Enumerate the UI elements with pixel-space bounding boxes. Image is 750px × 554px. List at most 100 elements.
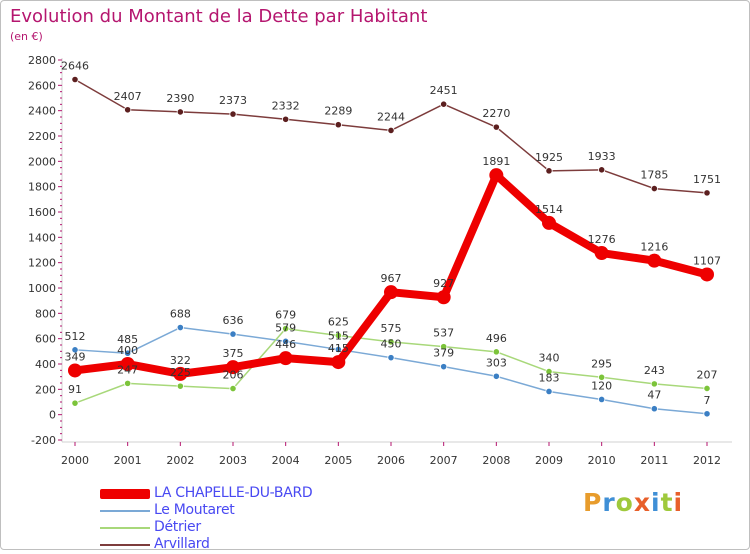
y-tick-label: 600	[35, 333, 56, 346]
data-label: 349	[65, 350, 86, 363]
data-point	[387, 338, 395, 346]
data-point	[124, 349, 132, 357]
data-point	[440, 100, 448, 108]
data-label: 2390	[166, 92, 194, 105]
data-label: 322	[170, 354, 191, 367]
data-point	[650, 405, 658, 413]
data-point	[598, 166, 606, 174]
data-point	[282, 115, 290, 123]
logo-letter: i	[651, 488, 661, 517]
data-label: 927	[433, 277, 454, 290]
data-label: 2270	[482, 107, 510, 120]
legend-swatch	[100, 544, 150, 546]
data-point	[229, 110, 237, 118]
data-point	[545, 367, 553, 376]
logo-letter: P	[583, 488, 603, 517]
data-label: 206	[223, 369, 244, 382]
y-tick-label: 0	[49, 409, 56, 422]
data-point	[176, 323, 184, 332]
data-point	[71, 75, 79, 84]
data-label: 375	[223, 347, 244, 360]
logo-letter: t	[660, 488, 674, 517]
data-label: 2407	[114, 90, 142, 103]
data-label: 295	[591, 357, 612, 370]
data-point	[334, 121, 342, 129]
chart-legend: LA CHAPELLE-DU-BARD Le Moutaret Détrier Arv…	[100, 485, 400, 554]
y-tick-label: 1800	[28, 181, 56, 194]
data-label: 379	[433, 347, 454, 360]
y-tick-label: 2000	[28, 155, 56, 168]
x-tick-label: 2006	[377, 454, 405, 467]
legend-swatch	[100, 510, 150, 512]
y-tick-label: 1400	[28, 231, 56, 244]
data-point	[598, 373, 606, 381]
data-label: 400	[117, 344, 138, 357]
data-point	[176, 382, 184, 390]
data-label: 1276	[588, 233, 616, 246]
data-point	[124, 379, 132, 387]
chart-title: Evolution du Montant de la Dette par Hab…	[10, 6, 427, 27]
data-point	[703, 384, 711, 393]
y-tick-label: 400	[35, 358, 56, 371]
data-label: 688	[170, 308, 191, 321]
data-point	[68, 363, 82, 378]
chart-data-labels: 512 485 688 636 579 515 450 379 303 183 120 47 7 91 24…	[61, 60, 721, 407]
data-point	[545, 167, 553, 175]
data-label: 120	[591, 379, 612, 392]
data-point	[436, 290, 451, 305]
data-label: 679	[275, 309, 296, 322]
data-point	[542, 215, 556, 230]
data-point	[71, 346, 79, 354]
x-tick-label: 2000	[61, 454, 89, 467]
data-point	[598, 395, 606, 404]
x-tick-label: 2001	[114, 454, 142, 467]
data-point	[226, 360, 240, 375]
data-label: 2451	[430, 84, 458, 97]
x-tick-label: 2011	[640, 454, 668, 467]
data-point	[440, 363, 448, 371]
data-label: 485	[117, 333, 138, 346]
data-point	[334, 331, 342, 340]
data-point	[489, 168, 504, 183]
data-label: 1925	[535, 151, 563, 164]
data-label: 207	[697, 368, 718, 381]
x-tick-label: 2003	[219, 454, 247, 467]
legend-label: Détrier	[154, 519, 201, 535]
data-label: 243	[644, 364, 665, 377]
data-point	[492, 372, 500, 380]
x-tick-label: 2002	[166, 454, 194, 467]
series-d-trier	[71, 325, 711, 407]
data-label: 47	[647, 389, 661, 402]
data-label: 340	[539, 352, 560, 365]
y-tick-label: 200	[35, 383, 56, 396]
y-tick-label: 2400	[28, 105, 56, 118]
data-label: 303	[486, 356, 507, 369]
data-label: 579	[275, 321, 296, 334]
data-label: 183	[539, 371, 560, 384]
data-point	[650, 184, 658, 193]
y-tick-label: 2200	[28, 130, 56, 143]
data-point	[647, 253, 662, 268]
legend-swatch	[100, 489, 150, 499]
y-tick-label: 1000	[28, 282, 56, 295]
data-label: 2244	[377, 110, 405, 123]
data-point	[334, 345, 342, 354]
data-label: 1891	[482, 155, 510, 168]
data-point	[387, 126, 395, 135]
data-label: 575	[381, 322, 402, 335]
x-tick-label: 2012	[693, 454, 721, 467]
data-point	[703, 189, 711, 197]
data-label: 496	[486, 332, 507, 345]
data-point	[229, 330, 237, 338]
data-point	[229, 384, 237, 393]
data-label: 515	[328, 329, 349, 342]
data-label: 625	[328, 316, 349, 329]
data-point	[492, 348, 500, 356]
data-point	[703, 410, 711, 418]
data-point	[124, 106, 132, 114]
legend-item-le-moutaret: Le Moutaret	[100, 502, 400, 520]
data-point	[594, 246, 609, 261]
chart-axes: -200 0 200 400 600 800 1000 1200 1400 1600 1800 200…	[28, 54, 732, 467]
data-point	[700, 267, 714, 282]
